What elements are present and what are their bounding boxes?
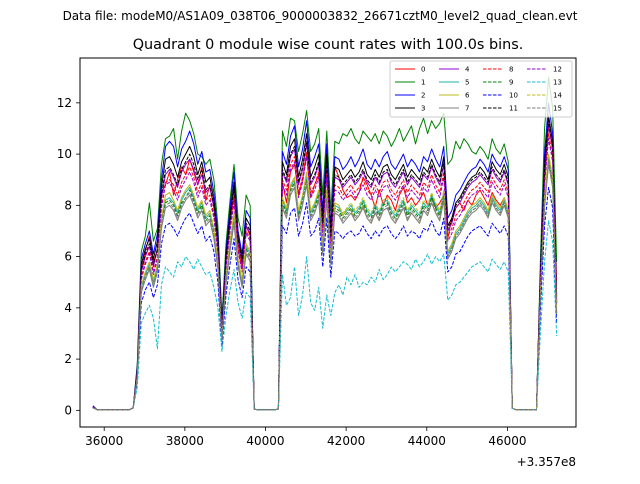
x-tick-label: 36000: [85, 434, 123, 448]
series-line-1: [92, 76, 558, 411]
legend-label-9: 9: [509, 79, 513, 87]
y-tick-label: 0: [64, 403, 72, 417]
legend-label-8: 8: [509, 66, 513, 74]
axes-frame: [79, 57, 577, 428]
legend-label-14: 14: [553, 92, 562, 100]
legend-label-5: 5: [465, 79, 469, 87]
chart-suptitle: Data file: modeM0/AS1A09_038T06_90000038…: [63, 9, 578, 23]
legend-label-6: 6: [465, 92, 470, 100]
series-line-15: [92, 161, 558, 411]
legend-label-13: 13: [553, 79, 562, 87]
x-tick-label: 42000: [327, 434, 365, 448]
series-line-11: [92, 120, 558, 411]
plot-lines: [92, 76, 558, 411]
y-tick-label: 6: [64, 250, 72, 264]
series-line-13: [92, 220, 558, 411]
legend-label-1: 1: [421, 79, 425, 87]
legend-label-10: 10: [509, 92, 518, 100]
y-tick-label: 8: [64, 198, 72, 212]
series-line-2: [92, 102, 558, 411]
legend-label-2: 2: [421, 92, 425, 100]
legend-label-7: 7: [465, 105, 469, 113]
x-tick-label: 40000: [246, 434, 284, 448]
legend-label-12: 12: [553, 66, 562, 74]
x-tick-label: 44000: [408, 434, 446, 448]
y-tick-label: 4: [64, 301, 72, 315]
legend-label-0: 0: [421, 66, 425, 74]
y-tick-label: 12: [57, 96, 72, 110]
series-line-7: [92, 163, 558, 411]
legend-box: [389, 60, 573, 118]
y-tick-label: 10: [57, 147, 72, 161]
x-tick-label: 38000: [166, 434, 204, 448]
x-axis: 36000 38000 40000 42000 44000 46000: [85, 427, 527, 448]
chart-title: Quadrant 0 module wise count rates with …: [133, 37, 524, 53]
legend-label-15: 15: [553, 105, 562, 113]
x-tick-label: 46000: [488, 434, 526, 448]
legend-label-3: 3: [421, 105, 425, 113]
legend-label-4: 4: [465, 66, 470, 74]
legend-label-11: 11: [509, 105, 518, 113]
y-tick-label: 2: [64, 352, 72, 366]
series-line-12: [92, 138, 558, 411]
y-axis: 0 2 4 6 8 10 12: [57, 96, 80, 417]
x-axis-offset-label: +3.357e8: [517, 455, 576, 469]
